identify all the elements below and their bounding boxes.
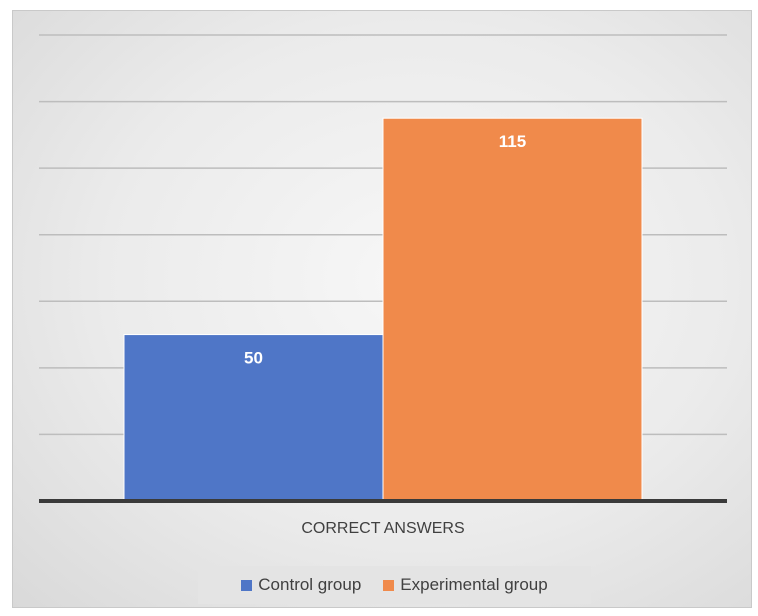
data-label-control-group: 50 (244, 349, 263, 368)
legend: Control group Experimental group (198, 566, 591, 604)
legend-swatch-experimental-group (383, 579, 395, 591)
bar-experimental-group (382, 117, 643, 502)
category-label: CORRECT ANSWERS (301, 520, 464, 537)
chart-area: 50 115 CORRECT ANSWERS Control group Exper… (12, 10, 752, 608)
legend-item-experimental-group: Experimental group (383, 575, 548, 595)
legend-swatch-control-group (241, 579, 253, 591)
legend-item-control-group: Control group (241, 575, 361, 595)
legend-label-control-group: Control group (258, 575, 362, 594)
legend-label-experimental-group: Experimental group (400, 575, 548, 594)
bar-chart: 50 115 CORRECT ANSWERS (39, 34, 727, 537)
data-label-experimental-group: 115 (499, 132, 526, 151)
